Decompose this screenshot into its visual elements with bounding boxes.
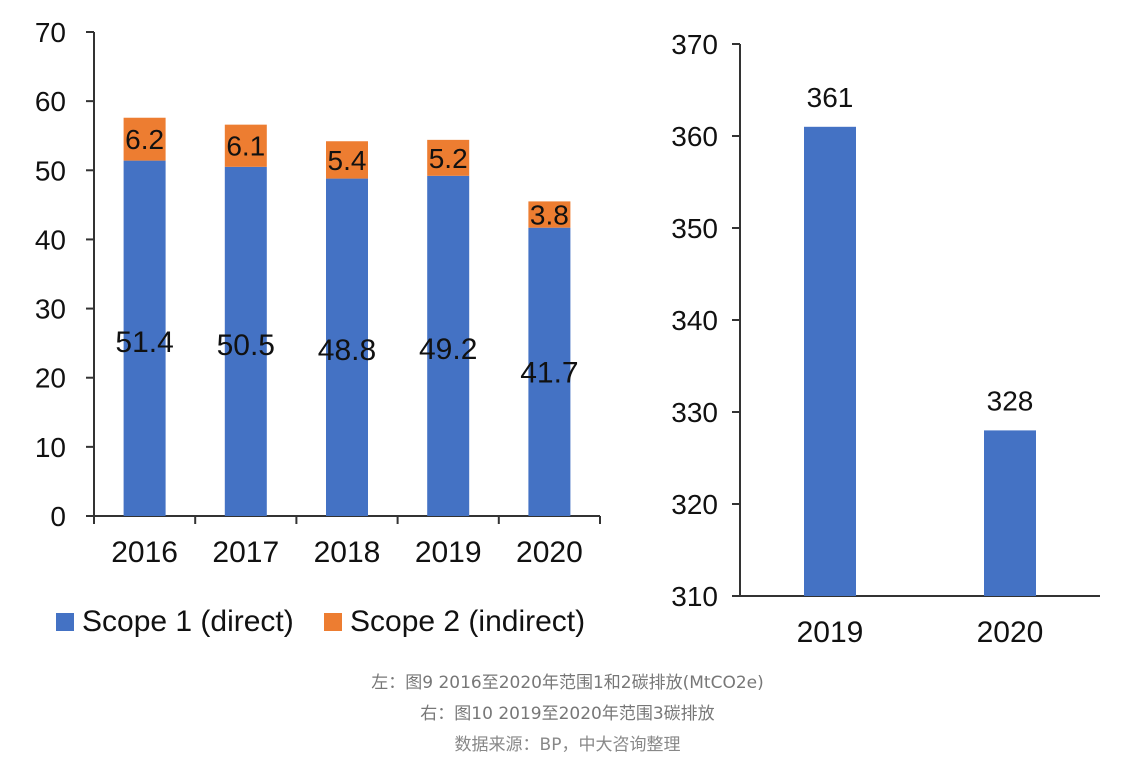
legend-swatch-scope1 [56,613,74,631]
data-label-scope2: 6.2 [125,124,164,155]
y-tick-label: 10 [35,432,66,463]
bar-scope1 [123,160,166,516]
x-tick-label: 2020 [977,616,1044,649]
bar-scope1 [326,178,368,516]
data-label-scope2: 3.8 [530,200,569,231]
caption-data-source: 数据来源：BP，中大咨询整理 [454,735,681,755]
legend-label-scope1: Scope 1 (direct) [82,605,294,638]
left-stacked-bar-chart: 0 10 20 30 40 50 60 70 51.4 6.2 2016 50.5 6.1 2017 48.… [35,17,601,569]
legend-label-scope2: Scope 2 (indirect) [350,605,586,638]
x-tick-label: 2017 [212,536,279,569]
data-label-scope1: 41.7 [520,356,578,389]
y-tick-label: 310 [671,581,718,612]
y-tick-label: 340 [671,305,718,336]
x-tick-label: 2016 [111,536,178,569]
y-tick-label: 320 [671,489,718,520]
bar-scope2 [224,124,267,167]
data-label-scope1: 48.8 [318,334,376,367]
data-label-scope1: 51.4 [115,326,173,359]
y-tick-label: 360 [671,121,718,152]
data-label: 361 [807,82,854,113]
caption-left-figure: 左：图9 2016至2020年范围1和2碳排放(MtCO2e) [371,673,764,693]
y-tick-label: 50 [35,155,66,186]
data-label-scope2: 6.1 [226,131,265,162]
y-tick-label: 70 [35,17,66,48]
x-tick-label: 2020 [516,536,583,569]
legend-scope1: Scope 1 (direct) [56,604,294,640]
data-label-scope2: 5.4 [328,145,367,176]
bar [804,126,856,597]
data-label-scope2: 5.2 [429,143,468,174]
x-tick-label: 2019 [797,616,864,649]
bar-scope1 [528,227,571,516]
y-tick-label: 350 [671,213,718,244]
figure-captions: 左：图9 2016至2020年范围1和2碳排放(MtCO2e) 右：图10 20… [0,668,1135,761]
legend-scope2: Scope 2 (indirect) [324,604,585,640]
bar-scope2 [326,141,368,179]
right-bar-chart: 310 320 330 340 350 360 370 361 2019 328 2020 [671,29,1100,649]
bar-scope2 [123,117,166,161]
y-tick-label: 30 [35,294,66,325]
x-tick-label: 2018 [314,536,381,569]
legend-swatch-scope2 [324,613,342,631]
bar-scope1 [224,166,267,517]
bar [984,430,1036,596]
bar-scope2 [427,139,470,176]
y-tick-label: 40 [35,224,66,255]
x-tick-label: 2019 [415,536,482,569]
y-tick-label: 330 [671,397,718,428]
y-tick-label: 0 [50,501,66,532]
y-tick-label: 20 [35,363,66,394]
bar-scope1 [427,175,470,516]
data-label-scope1: 49.2 [419,333,477,366]
data-label: 328 [987,385,1034,416]
bar-scope2 [528,201,571,228]
y-tick-label: 60 [35,86,66,117]
caption-right-figure: 右：图10 2019至2020年范围3碳排放 [420,704,715,724]
data-label-scope1: 50.5 [217,329,275,362]
y-tick-label: 370 [671,29,718,60]
